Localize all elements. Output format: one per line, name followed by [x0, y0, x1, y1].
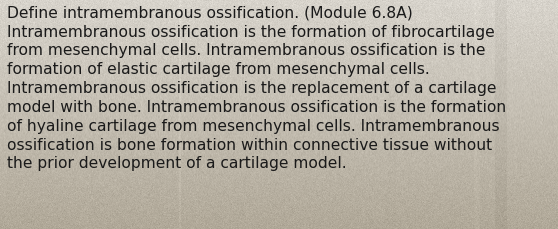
Text: Define intramembranous ossification. (Module 6.8A)
Intramembranous ossification : Define intramembranous ossification. (Mo… — [7, 6, 506, 171]
